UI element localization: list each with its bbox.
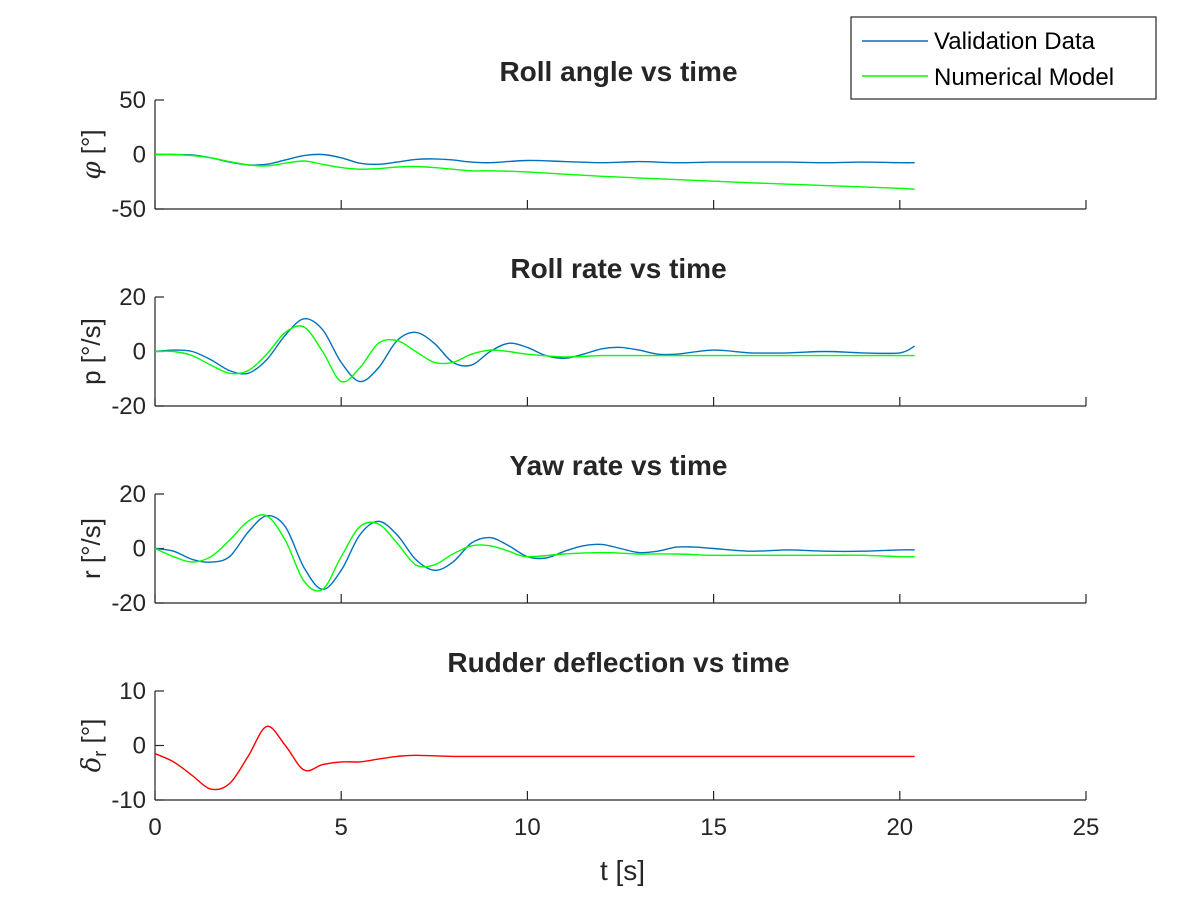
y-tick-label: 10 bbox=[119, 678, 146, 705]
x-tick-label: 10 bbox=[514, 814, 541, 841]
subplot-title: Roll angle vs time bbox=[499, 56, 737, 87]
subplot-title: Yaw rate vs time bbox=[510, 450, 728, 481]
series-line-rudder-deflection bbox=[154, 725, 915, 791]
x-tick-label: 15 bbox=[700, 814, 727, 841]
x-tick-label: 25 bbox=[1073, 814, 1100, 841]
y-tick-label: 20 bbox=[119, 284, 146, 311]
subplot-1: 50 0 -50 Roll angle vs time φ [°] bbox=[76, 56, 1087, 223]
y-tick-label: 0 bbox=[133, 536, 146, 563]
x-tick-label: 20 bbox=[886, 814, 913, 841]
y-tick-label: -20 bbox=[111, 590, 146, 617]
legend: Validation Data Numerical Model bbox=[850, 16, 1157, 100]
series-line-numerical-model bbox=[154, 325, 915, 383]
y-axis-label: r [°/s] bbox=[76, 518, 106, 579]
y-tick-label: 0 bbox=[133, 733, 146, 760]
y-tick-label: 0 bbox=[133, 142, 146, 169]
series-line-numerical-model bbox=[154, 514, 915, 592]
x-tick-label: 0 bbox=[148, 814, 161, 841]
legend-box bbox=[850, 16, 1157, 100]
y-tick-label: -50 bbox=[111, 196, 146, 223]
x-axis-label: t [s] bbox=[600, 855, 645, 886]
y-axis-label: φ [°] bbox=[76, 129, 107, 179]
y-tick-label: -20 bbox=[111, 393, 146, 420]
subplot-title: Rudder deflection vs time bbox=[447, 647, 789, 678]
legend-label-validation: Validation Data bbox=[934, 28, 1096, 55]
subplot-2: 20 0 -20 Roll rate vs time p [°/s] bbox=[76, 253, 1087, 420]
subplot-title: Roll rate vs time bbox=[510, 253, 726, 284]
x-tick-label: 5 bbox=[335, 814, 348, 841]
y-tick-label: 20 bbox=[119, 481, 146, 508]
subplot-3: 20 0 -20 Yaw rate vs time r [°/s] bbox=[76, 450, 1087, 617]
y-tick-label: 0 bbox=[133, 339, 146, 366]
series-line-numerical-model bbox=[154, 153, 915, 191]
y-tick-label: 50 bbox=[119, 87, 146, 114]
series-line-validation-data bbox=[154, 318, 916, 383]
y-axis-label: δr [°] bbox=[76, 719, 110, 773]
legend-label-numerical: Numerical Model bbox=[934, 64, 1114, 91]
y-axis-label: p [°/s] bbox=[76, 318, 106, 385]
y-tick-label: -10 bbox=[111, 787, 146, 814]
